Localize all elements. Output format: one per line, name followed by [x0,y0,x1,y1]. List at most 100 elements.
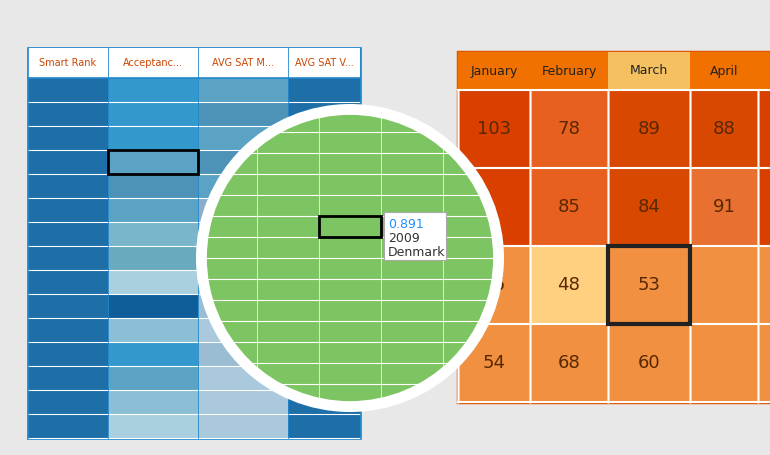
Bar [108,78,198,102]
Bar [443,195,505,216]
Bar [381,426,443,447]
Bar [28,246,108,270]
Text: 68: 68 [557,354,581,372]
Bar [381,111,443,132]
Bar [257,405,319,426]
Bar [319,363,381,384]
Bar [381,90,443,111]
Bar [195,132,257,153]
Bar [530,168,608,246]
Text: 54: 54 [483,354,505,372]
Bar [198,318,288,342]
Bar [319,111,381,132]
Bar [530,324,608,402]
Text: 103: 103 [477,120,511,138]
Bar [28,102,108,126]
Bar [198,270,288,294]
Bar [288,126,360,150]
Text: April: April [710,65,738,77]
Bar [443,174,505,195]
Bar [443,111,505,132]
Bar [195,258,257,279]
Bar [288,342,360,366]
Circle shape [196,104,504,412]
Bar [198,78,288,102]
Bar [28,390,108,414]
Bar [443,69,505,90]
Bar [319,405,381,426]
Bar [257,342,319,363]
Text: 56: 56 [483,276,505,294]
Bar [28,126,108,150]
Bar [319,342,381,363]
Bar [195,384,257,405]
Bar [381,237,443,258]
Bar [381,321,443,342]
Bar [288,390,360,414]
Text: 84: 84 [638,198,661,216]
Bar [758,90,770,168]
Text: 88: 88 [712,120,735,138]
Text: 0.891: 0.891 [388,218,424,232]
Bar [198,246,288,270]
Bar [198,174,288,198]
Bar [319,300,381,321]
Bar [319,90,381,111]
Bar [195,300,257,321]
Bar [381,363,443,384]
Bar [195,405,257,426]
Bar [288,102,360,126]
Bar [198,342,288,366]
Bar [381,258,443,279]
Bar [195,279,257,300]
Bar [381,174,443,195]
Bar [458,52,530,90]
Bar [758,324,770,402]
Text: AVG SAT M...: AVG SAT M... [212,58,274,68]
Bar [458,52,770,402]
Bar [288,78,360,102]
Bar [319,258,381,279]
Bar [288,198,360,222]
Bar [319,132,381,153]
Bar [108,246,198,270]
Text: 91: 91 [712,198,735,216]
Bar [443,363,505,384]
Bar [108,48,198,78]
Bar [195,342,257,363]
Bar [458,324,530,402]
Bar [108,150,198,174]
Bar [28,342,108,366]
Bar [319,426,381,447]
Bar [690,90,758,168]
Bar [257,216,319,237]
Bar [319,279,381,300]
Bar [28,222,108,246]
Bar [608,246,690,324]
Bar [458,90,530,168]
Bar [758,246,770,324]
Bar [108,126,198,150]
Bar [28,174,108,198]
Bar [257,153,319,174]
Bar [381,279,443,300]
Bar [288,174,360,198]
Bar [28,48,360,438]
Bar [381,384,443,405]
Bar [458,168,530,246]
Text: March: March [630,65,668,77]
Bar [195,195,257,216]
Bar [443,258,505,279]
Bar [198,102,288,126]
Bar [108,414,198,438]
Bar [108,198,198,222]
Bar [690,52,758,90]
Bar [384,212,446,260]
Bar [530,52,608,90]
Bar [257,384,319,405]
Bar [443,342,505,363]
Bar [195,321,257,342]
Bar [108,318,198,342]
Bar [530,246,608,324]
Bar [195,237,257,258]
